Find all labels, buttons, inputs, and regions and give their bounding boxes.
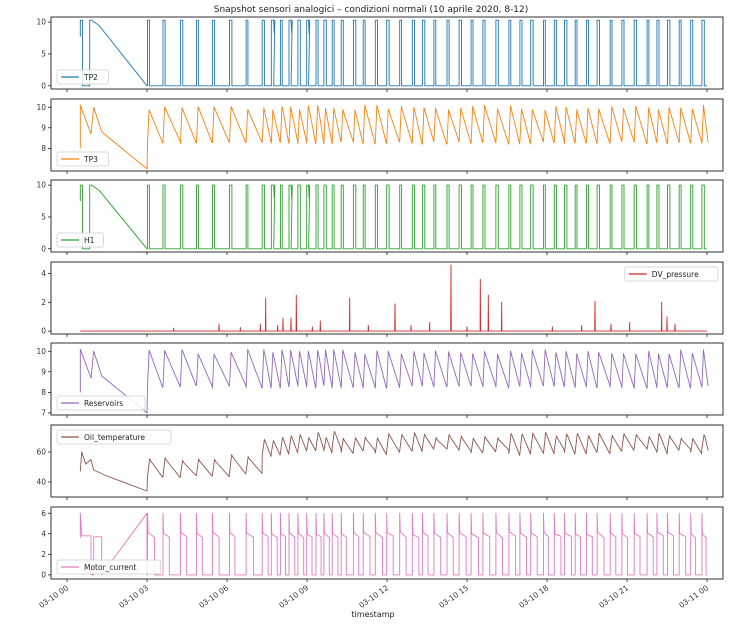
y-tick-label: 0 xyxy=(41,570,46,579)
panels: 0 5 10 TP2 8 9 10 TP3 0 5 10 H1 0 2 4 DV_pressure 7 8 9 10 R… xyxy=(36,16,724,582)
panel-reservoirs: 7 8 9 10 Reservoirs xyxy=(36,342,724,418)
panel-h1: 0 5 10 H1 xyxy=(36,179,724,255)
y-tick-label: 9 xyxy=(41,367,46,376)
legend-label: DV_pressure xyxy=(652,270,699,279)
x-tick-label: 03-10 15 xyxy=(437,583,470,610)
y-tick-label: 10 xyxy=(36,18,46,27)
legend: Oil_temperature xyxy=(56,429,172,445)
x-tick-label: 03-10 03 xyxy=(117,583,150,610)
x-tick-label: 03-11 00 xyxy=(677,583,710,610)
legend: TP2 xyxy=(56,69,109,85)
panel-tp3: 8 9 10 TP3 xyxy=(36,98,724,174)
y-tick-label: 4 xyxy=(41,269,46,278)
legend-box xyxy=(56,395,146,411)
y-tick-label: 10 xyxy=(36,181,46,190)
legend-label: Oil_temperature xyxy=(84,433,145,442)
legend: Motor_current xyxy=(56,559,161,575)
y-tick-label: 5 xyxy=(41,213,46,222)
panel-oil-temperature: 40 60 Oil_temperature xyxy=(36,424,724,500)
y-tick-label: 6 xyxy=(41,509,46,518)
x-tick-label: 03-10 00 xyxy=(37,583,70,610)
legend-label: TP2 xyxy=(83,73,98,82)
x-tick-label: 03-10 18 xyxy=(517,583,550,610)
y-tick-label: 8 xyxy=(41,144,46,153)
y-tick-label: 7 xyxy=(41,409,46,418)
y-tick-label: 40 xyxy=(36,478,46,487)
legend: H1 xyxy=(56,232,104,248)
x-tick-label: 03-10 12 xyxy=(357,583,390,610)
legend-label: Reservoirs xyxy=(84,399,123,408)
legend: Reservoirs xyxy=(56,395,146,411)
legend: TP3 xyxy=(56,151,109,167)
panel-motor-current: 0 2 4 6 Motor_current xyxy=(41,506,724,582)
legend: DV_pressure xyxy=(624,266,719,282)
series-line-tp2 xyxy=(79,19,707,87)
legend-box xyxy=(56,429,172,445)
chart-title: Snapshot sensori analogici – condizioni … xyxy=(214,5,529,15)
x-tick-label: 03-10 21 xyxy=(597,583,630,610)
y-tick-label: 2 xyxy=(41,298,46,307)
x-axis-label: timestamp xyxy=(351,610,394,619)
y-tick-label: 5 xyxy=(41,50,46,59)
series-line-dv-pressure xyxy=(80,264,707,332)
y-tick-label: 2 xyxy=(41,550,46,559)
series-line-tp3 xyxy=(79,104,709,170)
legend-box xyxy=(56,69,109,85)
panel-tp2: 0 5 10 TP2 xyxy=(36,16,724,92)
y-tick-label: 10 xyxy=(36,347,46,356)
y-tick-label: 0 xyxy=(41,327,46,336)
y-tick-label: 10 xyxy=(36,103,46,112)
x-tick-label: 03-10 09 xyxy=(277,583,310,610)
y-tick-label: 9 xyxy=(41,123,46,132)
legend-box xyxy=(56,559,161,575)
series-line-oil-temperature xyxy=(79,430,709,492)
legend-label: H1 xyxy=(84,236,95,245)
y-tick-label: 0 xyxy=(41,244,46,253)
y-tick-label: 60 xyxy=(36,448,46,457)
x-tick-label: 03-10 06 xyxy=(197,583,230,610)
series-line-h1 xyxy=(79,184,707,250)
legend-box xyxy=(624,266,719,282)
legend-label: TP3 xyxy=(83,155,98,164)
panel-dv-pressure: 0 2 4 DV_pressure xyxy=(41,261,724,337)
series-line-reservoirs xyxy=(79,348,709,414)
legend-box xyxy=(56,232,104,248)
x-axis-ticks: 03-10 00 03-10 03 03-10 06 03-10 09 03-10 12… xyxy=(37,583,710,610)
legend-box xyxy=(56,151,109,167)
series-line-motor-current xyxy=(79,512,707,576)
y-tick-label: 4 xyxy=(41,529,46,538)
legend-label: Motor_current xyxy=(84,563,137,572)
y-tick-label: 8 xyxy=(41,388,46,397)
axes-frame xyxy=(50,261,724,335)
y-tick-label: 0 xyxy=(41,81,46,90)
